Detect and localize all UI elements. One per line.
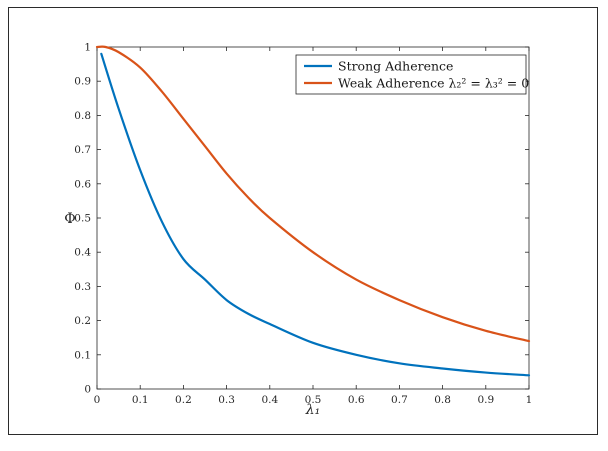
x-tick-label: 0.5 (305, 394, 322, 406)
y-tick-label: 1 (84, 42, 91, 54)
y-tick-label: 0.6 (74, 178, 91, 190)
y-tick-label: 0 (84, 384, 91, 396)
y-tick-label: 0.8 (74, 110, 91, 122)
x-tick-label: 0.6 (348, 394, 365, 406)
legend: Strong Adherence Weak Adherence λ₂² = λ₃²… (295, 54, 529, 95)
legend-label: Weak Adherence λ₂² = λ₃² = 0 (338, 76, 529, 91)
legend-label: Strong Adherence (338, 59, 453, 74)
x-axis-ticks: 0 0.1 0.2 0.3 0.4 0.5 0.6 0.7 0.8 0.9 1 (94, 47, 533, 406)
x-tick-label: 0.3 (218, 394, 235, 406)
y-tick-label: 0.4 (74, 247, 91, 259)
series-line-weak-adherence (95, 45, 531, 343)
y-tick-label: 0.7 (74, 144, 91, 156)
series-line-strong-adherence (100, 52, 531, 377)
y-tick-label: 0.5 (74, 213, 91, 225)
legend-box (295, 54, 527, 95)
x-tick-label: 0.2 (175, 394, 192, 406)
x-tick-label: 0.1 (132, 394, 149, 406)
x-tick-label: 1 (526, 394, 533, 406)
x-tick-label: 0.8 (434, 394, 451, 406)
x-axis-label: λ₁ (305, 402, 321, 418)
x-tick-label: 0.7 (391, 394, 408, 406)
series-lines (95, 45, 531, 377)
x-tick-label: 0.4 (261, 394, 278, 406)
y-tick-label: 0.2 (74, 315, 91, 327)
y-tick-label: 0.3 (74, 281, 91, 293)
axes-box (96, 46, 530, 390)
y-axis-ticks: 0 0.1 0.2 0.3 0.4 0.5 0.6 0.7 0.8 0.9 1 (74, 42, 529, 396)
plot-area-border (96, 46, 530, 390)
x-tick-label: 0.9 (477, 394, 494, 406)
y-tick-label: 0.1 (74, 349, 91, 361)
x-tick-label: 0 (94, 394, 101, 406)
y-tick-label: 0.9 (74, 76, 91, 88)
y-axis-label: Φ (64, 211, 75, 227)
